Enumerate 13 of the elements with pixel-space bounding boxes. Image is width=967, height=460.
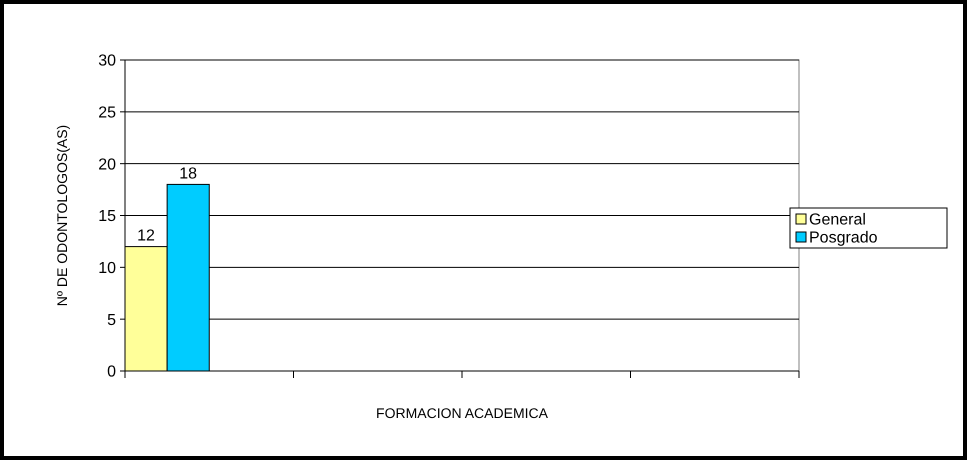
y-tick-label: 5 — [107, 312, 116, 329]
x-axis-title: FORMACION ACADEMICA — [376, 405, 549, 421]
legend-label: Posgrado — [809, 230, 878, 247]
y-axis-title: Nº DE ODONTOLOGOS(AS) — [54, 124, 70, 306]
data-label: 18 — [179, 165, 198, 182]
y-tick-label: 10 — [98, 260, 116, 277]
y-tick-label: 25 — [98, 104, 116, 122]
y-tick-label: 0 — [107, 364, 116, 381]
y-tick-label: 20 — [98, 156, 116, 174]
y-tick-label: 15 — [98, 208, 116, 226]
y-tick-label: 30 — [98, 52, 116, 70]
legend-label: General — [809, 212, 866, 229]
data-label: 12 — [137, 228, 156, 245]
